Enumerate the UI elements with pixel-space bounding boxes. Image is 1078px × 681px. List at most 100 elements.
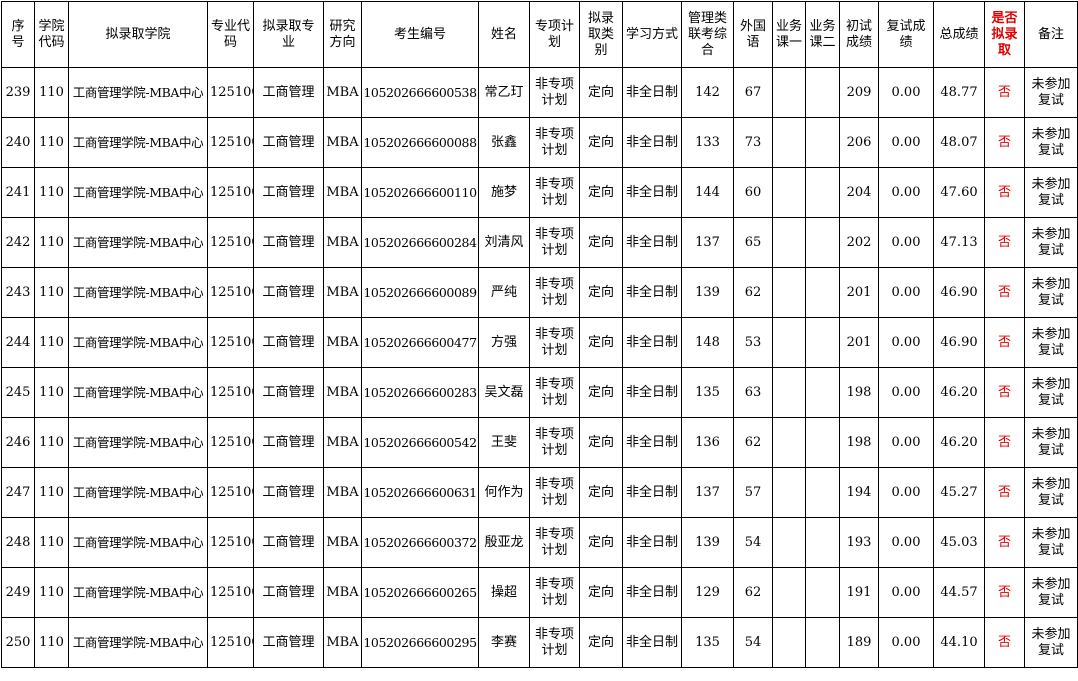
- table-cell: [805, 317, 840, 368]
- table-cell: 125100: [207, 317, 254, 368]
- table-row: 246110工商管理学院-MBA中心125100工商管理MBA105202666…: [1, 417, 1078, 468]
- table-cell: 吴文磊: [478, 367, 530, 418]
- table-cell: MBA: [323, 67, 362, 118]
- table-cell: 240: [1, 117, 35, 168]
- table-cell: 73: [733, 117, 773, 168]
- table-cell: 0.00: [878, 67, 934, 118]
- table-cell: [772, 467, 806, 518]
- table-cell: 239: [1, 67, 35, 118]
- table-cell: 62: [733, 567, 773, 618]
- header-text: 别: [594, 42, 608, 58]
- table-cell: [805, 517, 840, 568]
- table-cell: 204: [839, 167, 879, 218]
- table-cell: 非专项计划: [529, 517, 580, 568]
- table-cell: 125100: [207, 217, 254, 268]
- header-text: 成绩: [845, 34, 872, 50]
- table-cell: 191: [839, 567, 879, 618]
- table-cell: 67: [733, 67, 773, 118]
- table-cell: 未参加复试: [1024, 217, 1078, 268]
- header-cell: 复试成绩: [878, 1, 934, 68]
- table-cell: 242: [1, 217, 35, 268]
- table-cell: 105202666600372: [361, 517, 479, 568]
- table-cell: 243: [1, 267, 35, 318]
- table-cell: 否: [984, 217, 1025, 268]
- table-cell: [772, 417, 806, 468]
- table-cell: [805, 117, 840, 168]
- table-cell: 工商管理: [253, 417, 324, 468]
- table-cell: 工商管理: [253, 567, 324, 618]
- table-row: 241110工商管理学院-MBA中心125100工商管理MBA105202666…: [1, 167, 1078, 218]
- table-cell: 125100: [207, 367, 254, 418]
- table-cell: 刘清风: [478, 217, 530, 268]
- table-cell: 0.00: [878, 267, 934, 318]
- header-cell: 专项计划: [529, 1, 580, 68]
- table-row: 245110工商管理学院-MBA中心125100工商管理MBA105202666…: [1, 367, 1078, 418]
- table-cell: 125100: [207, 517, 254, 568]
- header-text: 拟录: [991, 26, 1018, 42]
- table-cell: 定向: [579, 467, 623, 518]
- table-cell: 250: [1, 617, 35, 668]
- table-cell: 105202666600631: [361, 467, 479, 518]
- table-cell: 105202666600110: [361, 167, 479, 218]
- table-cell: 未参加复试: [1024, 117, 1078, 168]
- header-cell: 是否 拟录取: [984, 1, 1025, 68]
- table-cell: 62: [733, 417, 773, 468]
- table-cell: MBA: [323, 267, 362, 318]
- table-cell: 否: [984, 567, 1025, 618]
- header-text: 方向: [329, 34, 356, 50]
- table-row: 249110工商管理学院-MBA中心125100工商管理MBA105202666…: [1, 567, 1078, 618]
- table-cell: 142: [681, 67, 734, 118]
- table-cell: 工商管理: [253, 67, 324, 118]
- table-cell: 非专项计划: [529, 467, 580, 518]
- table-cell: 144: [681, 167, 734, 218]
- table-cell: 139: [681, 517, 734, 568]
- table-cell: 110: [34, 167, 69, 218]
- header-text: 拟录: [587, 10, 614, 26]
- table-cell: 未参加复试: [1024, 267, 1078, 318]
- header-text: 专项计: [534, 18, 574, 34]
- table-cell: 53: [733, 317, 773, 368]
- table-cell: 工商管理学院-MBA中心: [68, 567, 208, 618]
- table-cell: 105202666600542: [361, 417, 479, 468]
- header-cell: 外国语: [733, 1, 773, 68]
- header-text: 备注: [1037, 26, 1064, 42]
- table-cell: 非全日制: [622, 367, 682, 418]
- table-cell: 105202666600089: [361, 267, 479, 318]
- table-cell: 非专项计划: [529, 117, 580, 168]
- header-text: 拟录取学院: [105, 26, 171, 42]
- header-text: 联考综: [687, 26, 727, 42]
- header-text: 取类: [587, 26, 614, 42]
- table-cell: 非全日制: [622, 467, 682, 518]
- table-row: 250110工商管理学院-MBA中心125100工商管理MBA105202666…: [1, 617, 1078, 668]
- table-cell: 工商管理: [253, 367, 324, 418]
- header-cell: 业务 课一: [772, 1, 806, 68]
- header-cell: 备注: [1024, 1, 1078, 68]
- header-text: 划: [547, 34, 561, 50]
- header-cell: 研究 方向: [323, 1, 362, 68]
- table-cell: 工商管理学院-MBA中心: [68, 217, 208, 268]
- table-cell: 定向: [579, 167, 623, 218]
- table-cell: 125100: [207, 117, 254, 168]
- table-row: 243110工商管理学院-MBA中心125100工商管理MBA105202666…: [1, 267, 1078, 318]
- table-cell: 110: [34, 217, 69, 268]
- table-cell: 60: [733, 167, 773, 218]
- table-cell: 136: [681, 417, 734, 468]
- table-cell: 105202666600283: [361, 367, 479, 418]
- table-cell: 0.00: [878, 417, 934, 468]
- table-cell: 245: [1, 367, 35, 418]
- table-cell: 46.90: [933, 267, 985, 318]
- table-cell: 定向: [579, 67, 623, 118]
- header-cell: 总成绩: [933, 1, 985, 68]
- table-cell: [772, 217, 806, 268]
- table-cell: 125100: [207, 567, 254, 618]
- header-text: 姓名: [490, 26, 517, 42]
- table-cell: 0.00: [878, 367, 934, 418]
- table-cell: 定向: [579, 617, 623, 668]
- table-cell: 47.60: [933, 167, 985, 218]
- table-cell: 定向: [579, 317, 623, 368]
- table-cell: 249: [1, 567, 35, 618]
- table-cell: 工商管理学院-MBA中心: [68, 367, 208, 418]
- table-cell: [772, 517, 806, 568]
- table-cell: 110: [34, 617, 69, 668]
